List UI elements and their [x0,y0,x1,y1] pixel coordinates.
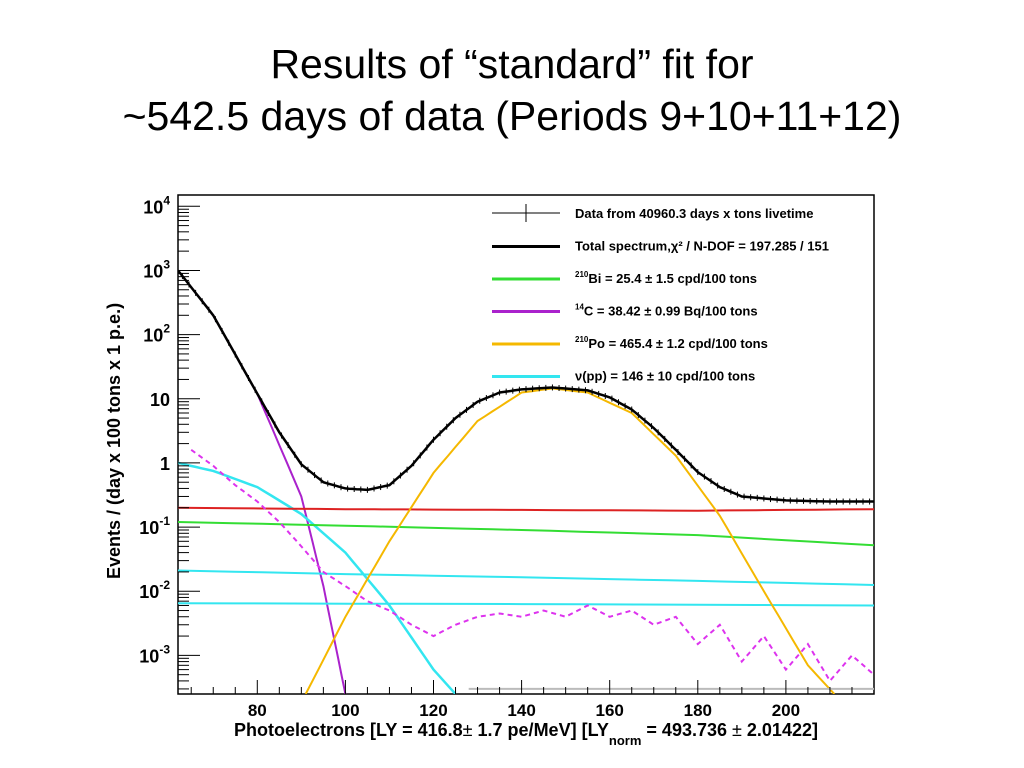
slide-title: Results of “standard” fit for ~542.5 day… [0,38,1024,142]
plot-area-frame [177,194,875,695]
y-tick-label: 104 [143,193,170,217]
data-points-group [181,273,871,505]
x-tick-label: 160 [596,701,624,720]
legend-entry: Data from 40960.3 days x tons livetime [492,204,813,222]
x-tick-label: 140 [507,701,535,720]
series-nupp_flat1 [178,569,874,586]
slide-title-line-1: Results of “standard” fit for [270,41,754,87]
legend-entry: 210Bi = 25.4 ± 1.5 cpd/100 tons [492,270,757,286]
y-tick-label: 102 [143,322,170,346]
series-bi210 [178,521,874,547]
series-po210 [304,387,836,694]
x-tick-label: 180 [684,701,712,720]
legend: Data from 40960.3 days x tons livetime To… [492,204,829,384]
axes-group: 80 100 120 140 160 180 20010410310210110-110-2… [139,193,853,720]
legend-entry: 210Po = 465.4 ± 1.2 cpd/100 tons [492,335,768,351]
x-tick-label: 80 [248,701,267,720]
legend-entry: Total spectrum,χ² / N-DOF = 197.285 / 15… [492,239,829,254]
y-tick-label: 10-2 [139,578,170,602]
y-axis-label: Events / (day x 100 tons x 1 p.e.) [104,303,124,579]
series-bkg_red [178,506,874,512]
x-tick-label: 200 [772,701,800,720]
legend-label: ν(pp) = 146 ± 10 cpd/100 tons [575,369,755,384]
series-nupp_flat2 [178,602,874,607]
legend-entry: 14C = 38.42 ± 0.99 Bq/100 tons [492,303,758,319]
legend-label: 14C = 38.42 ± 0.99 Bq/100 tons [575,303,758,319]
y-tick-label: 10-1 [139,514,170,538]
y-tick-label: 10-3 [139,642,170,666]
legend-label: Data from 40960.3 days x tons livetime [575,206,813,221]
legend-label: Total spectrum,χ² / N-DOF = 197.285 / 15… [575,239,829,254]
slide-title-line-2: ~542.5 days of data (Periods 9+10+11+12) [122,93,902,139]
y-tick-label: 103 [143,257,170,281]
legend-label: 210Po = 465.4 ± 1.2 cpd/100 tons [575,335,768,351]
y-tick-label: 1 [160,454,170,474]
legend-entry: ν(pp) = 146 ± 10 cpd/100 tons [492,369,755,384]
series-pileup_dashed [190,448,874,683]
legend-label: 210Bi = 25.4 ± 1.5 cpd/100 tons [575,270,757,286]
y-tick-label: 10 [150,390,170,410]
x-tick-label: 120 [419,701,447,720]
x-axis-label: Photoelectrons [LY = 416.8± 1.7 pe/MeV] … [234,720,818,748]
x-tick-label: 100 [331,701,359,720]
